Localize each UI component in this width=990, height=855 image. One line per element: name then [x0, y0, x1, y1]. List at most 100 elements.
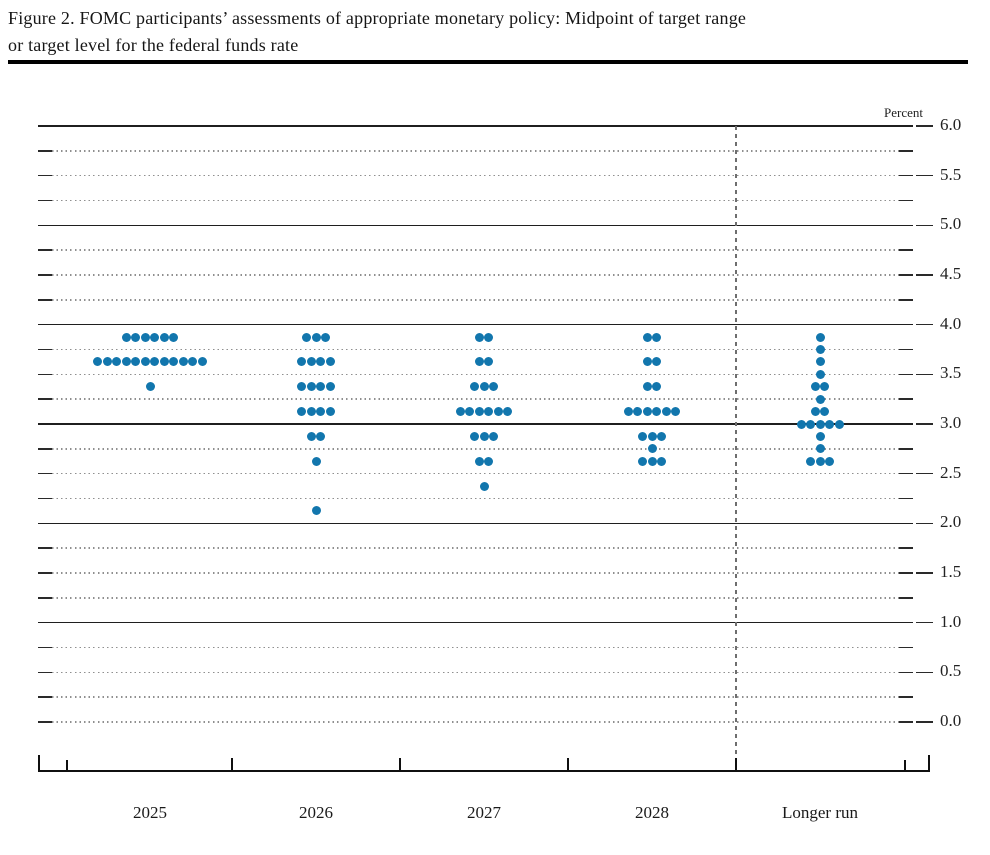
gridline-minor: [38, 448, 913, 450]
fomc-dot: [470, 431, 479, 441]
y-tick-left: [38, 348, 52, 351]
fomc-dot: [810, 407, 820, 417]
x-category-label: 2026: [299, 803, 333, 822]
figure-title-line-1: Figure 2. FOMC participants’ assessments…: [8, 8, 747, 28]
y-tick-left: [38, 671, 52, 674]
fomc-dot: [820, 407, 830, 417]
fomc-dot: [652, 407, 662, 417]
y-tick-left: [38, 721, 52, 723]
gridline-minor: [38, 199, 913, 202]
fomc-dot: [140, 332, 150, 342]
fomc-dot: [661, 407, 671, 417]
y-tick-left: [38, 472, 52, 475]
fomc-dot: [121, 332, 131, 342]
y-tick-label: 6.0: [940, 115, 962, 134]
fomc-dot: [297, 407, 307, 417]
fomc-dot: [638, 431, 647, 441]
y-tick-left: [38, 398, 52, 400]
y-tick-right: [899, 249, 913, 251]
y-label-dash: [916, 224, 933, 227]
y-tick-right: [899, 174, 913, 177]
fomc-dot: [810, 382, 820, 392]
x-axis-endcap-right: [928, 755, 930, 770]
gridline-major: [38, 125, 913, 128]
fomc-dot: [642, 407, 652, 417]
fomc-dot: [93, 357, 103, 367]
gridline-minor: [38, 572, 913, 574]
fomc-dot: [820, 382, 830, 392]
y-label-dash: [916, 274, 933, 276]
gridline-major: [38, 621, 913, 624]
figure-title: Figure 2. FOMC participants’ assessments…: [8, 5, 968, 59]
gridline-major: [38, 224, 913, 227]
y-tick-right: [899, 572, 913, 574]
fomc-dot: [325, 407, 335, 417]
y-tick-label: 2.0: [940, 512, 962, 532]
fomc-dot: [306, 382, 316, 392]
fomc-dot: [131, 357, 141, 367]
y-tick-label: 4.5: [940, 264, 962, 283]
fomc-dot: [455, 407, 465, 417]
fomc-dot: [825, 419, 834, 429]
gridline-minor: [38, 299, 913, 301]
fomc-dot: [623, 407, 633, 417]
y-label-dash: [916, 174, 933, 177]
fomc-dot: [145, 382, 155, 392]
fomc-dot: [474, 456, 484, 466]
x-category-label: 2028: [635, 803, 669, 822]
fomc-dot: [815, 332, 825, 342]
fomc-dot: [325, 382, 335, 392]
y-tick-left: [38, 646, 52, 649]
y-label-dash: [916, 522, 933, 525]
fomc-dot: [825, 456, 834, 466]
x-category-boundary-tick: [399, 758, 401, 770]
y-label-dash: [916, 721, 933, 723]
y-label-dash: [916, 125, 933, 127]
gridline-minor: [38, 150, 913, 152]
fomc-dot: [642, 357, 652, 367]
fomc-dot: [484, 456, 494, 466]
fomc-dot: [484, 407, 494, 417]
fomc-dot: [178, 357, 188, 367]
y-tick-label: 1.0: [940, 611, 962, 631]
x-axis-minor-tick: [66, 760, 68, 770]
x-category-boundary-tick: [735, 758, 737, 770]
fomc-dot: [647, 456, 657, 466]
x-axis-endcap-left: [38, 755, 40, 770]
x-category-label: 2025: [133, 803, 167, 822]
y-label-dash: [916, 572, 933, 574]
fomc-dot: [815, 419, 825, 429]
x-category-label: Longer run: [781, 803, 858, 822]
fomc-dot: [489, 382, 498, 392]
y-tick-left: [38, 448, 52, 450]
y-tick-right: [899, 199, 913, 202]
y-tick-right: [899, 646, 913, 649]
fomc-dot: [306, 431, 316, 441]
y-tick-left: [38, 299, 52, 301]
fomc-dot: [311, 332, 321, 342]
fomc-dot: [188, 357, 198, 367]
x-category-label: 2027: [467, 803, 501, 822]
y-tick-label: 1.5: [940, 562, 962, 581]
fomc-dot: [112, 357, 122, 367]
fomc-dot: [815, 357, 825, 367]
fomc-dot: [815, 345, 825, 354]
fomc-dot: [815, 369, 825, 379]
y-tick-right: [899, 274, 913, 276]
fomc-dot: [316, 431, 326, 441]
gridline-major: [38, 423, 913, 425]
fomc-dot: [652, 332, 662, 342]
y-tick-left: [38, 174, 52, 177]
fomc-dot: [479, 431, 489, 441]
y-tick-right: [899, 721, 913, 723]
y-tick-right: [899, 150, 913, 152]
y-tick-label: 4.0: [940, 313, 962, 333]
fomc-dot: [796, 419, 806, 429]
fomc-dot: [197, 357, 207, 367]
y-tick-left: [38, 497, 52, 500]
y-tick-right: [899, 448, 913, 450]
y-tick-right: [899, 373, 913, 376]
fomc-dot: [169, 332, 179, 342]
fomc-dot: [102, 357, 112, 367]
fomc-dot: [474, 407, 484, 417]
